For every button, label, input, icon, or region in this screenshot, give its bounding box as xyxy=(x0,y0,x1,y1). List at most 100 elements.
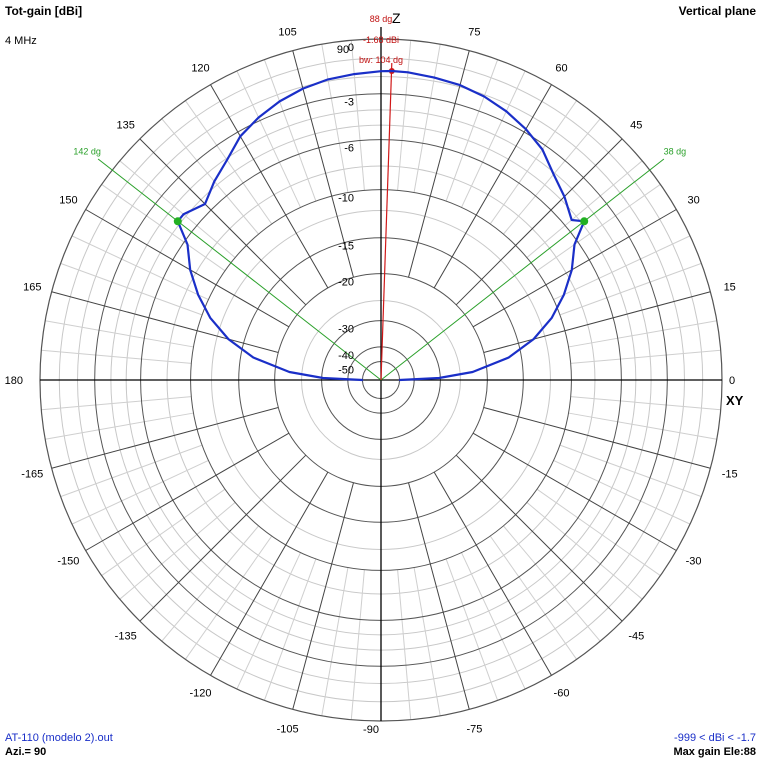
grid-spoke-minor xyxy=(559,444,702,498)
pattern-data-point xyxy=(433,76,436,79)
grid-spoke-minor xyxy=(321,567,349,716)
pattern-data-point xyxy=(438,377,440,379)
grid-spoke-major xyxy=(408,50,470,278)
pattern-data-point xyxy=(507,356,510,359)
max-gain-annotation: -1.68 dBi xyxy=(363,35,399,45)
grid-spoke-major xyxy=(210,471,329,676)
angle-tick-label: 150 xyxy=(59,195,77,207)
grid-spoke-minor xyxy=(570,396,721,411)
angle-tick-label: 60 xyxy=(555,62,567,74)
grid-spoke-minor xyxy=(568,412,717,440)
grid-spoke-minor xyxy=(263,59,317,202)
radial-tick-label: -40 xyxy=(338,350,354,362)
grid-spoke-major xyxy=(408,482,470,710)
grid-spoke-minor xyxy=(71,235,209,300)
grid-spoke-major xyxy=(292,482,354,710)
grid-spoke-minor xyxy=(41,349,192,364)
angle-tick-label: 120 xyxy=(191,62,209,74)
angle-tick-label: -60 xyxy=(554,688,570,700)
grid-spoke-minor xyxy=(161,525,259,642)
grid-spoke-minor xyxy=(350,40,365,191)
pattern-data-point xyxy=(213,180,216,183)
grid-spoke-major xyxy=(85,432,290,551)
angle-tick-label: -90 xyxy=(363,724,379,736)
pattern-data-point xyxy=(541,148,544,151)
grid-spoke-minor xyxy=(445,558,499,701)
grid-spoke-major xyxy=(455,454,623,622)
beamwidth-line xyxy=(380,158,665,381)
angle-tick-label: 15 xyxy=(724,282,736,294)
grid-spoke-minor xyxy=(60,262,203,316)
grid-spoke-minor xyxy=(413,44,441,193)
grid-spoke-minor xyxy=(45,412,194,440)
pattern-data-point xyxy=(525,128,527,130)
beamwidth-label: 38 dg xyxy=(664,146,687,156)
angle-tick-label: 75 xyxy=(468,26,480,38)
grid-spoke-minor xyxy=(185,535,273,660)
pattern-data-point xyxy=(197,293,199,296)
grid-spoke-minor xyxy=(397,40,412,191)
angle-tick-label: -105 xyxy=(277,724,299,736)
grid-spoke-major xyxy=(455,138,623,306)
grid-spoke-minor xyxy=(101,488,226,576)
pattern-data-point xyxy=(573,243,576,246)
grid-spoke-minor xyxy=(119,502,236,600)
grid-spoke-major xyxy=(210,84,329,289)
pattern-data-point xyxy=(563,293,565,296)
tick-labels-layer: 0153045607590105120135150165180-165-150-… xyxy=(5,26,738,736)
radial-tick-label: 0 xyxy=(348,42,354,54)
markers-layer: 38 dg 142 dg 88 dg -1.68 dBi bw: 104 dg xyxy=(73,14,687,381)
angle-tick-label: -45 xyxy=(628,630,644,642)
pattern-data-point xyxy=(278,100,281,103)
pattern-data-point xyxy=(227,338,230,340)
pattern-data-point xyxy=(570,219,573,221)
grid-spoke-minor xyxy=(397,569,412,720)
angle-tick-label: -165 xyxy=(21,468,43,480)
grid-spoke-minor xyxy=(489,535,577,660)
pattern-data-point xyxy=(186,243,189,246)
grid-spoke-minor xyxy=(568,320,717,348)
max-gain-line xyxy=(380,62,393,381)
angle-tick-label: 0 xyxy=(729,375,735,387)
pattern-data-point xyxy=(407,71,409,74)
grid-spoke-minor xyxy=(570,349,721,364)
chart-title: Tot-gain [dBi] xyxy=(5,4,82,18)
grid-spoke-minor xyxy=(236,70,301,208)
grid-spoke-minor xyxy=(536,184,661,272)
grid-spoke-major xyxy=(139,454,307,622)
grid-spoke-minor xyxy=(119,160,236,258)
azimuth-label: Azi.= 90 xyxy=(5,746,46,758)
grid-spoke-major xyxy=(51,407,279,469)
beamwidth-dot xyxy=(580,217,589,226)
pattern-data-point xyxy=(252,356,255,359)
grid-spoke-major xyxy=(139,138,307,306)
grid-spoke-minor xyxy=(236,552,301,690)
radial-tick-label: -50 xyxy=(338,365,354,377)
pattern-data-point xyxy=(189,269,191,271)
z-axis-label: Z xyxy=(392,10,401,26)
range-label: -999 < dBi < -1.7 xyxy=(674,732,756,744)
grid-spoke-minor xyxy=(45,320,194,348)
grid-spoke-major xyxy=(85,209,290,328)
grid-spoke-minor xyxy=(553,460,691,525)
beamwidth-dot xyxy=(173,217,182,226)
angle-tick-label: 105 xyxy=(278,26,296,38)
pattern-data-point xyxy=(563,195,566,198)
pattern-data-point xyxy=(552,173,555,176)
grid-spoke-minor xyxy=(536,488,661,576)
pattern-data-point xyxy=(182,213,185,216)
beamwidth-line xyxy=(97,158,382,381)
pattern-data-point xyxy=(257,116,260,119)
grid-spoke-major xyxy=(433,471,552,676)
grid-spoke-minor xyxy=(71,460,209,525)
pattern-data-point xyxy=(459,84,461,86)
radial-tick-label: -30 xyxy=(338,324,354,336)
grid-spoke-major xyxy=(483,407,711,469)
pattern-data-point xyxy=(226,159,228,161)
grid-spoke-minor xyxy=(60,444,203,498)
pattern-data-point xyxy=(571,269,573,271)
angle-tick-label: 90 xyxy=(337,44,349,56)
grid-spoke-minor xyxy=(526,160,643,258)
grid-spoke-minor xyxy=(461,70,526,208)
